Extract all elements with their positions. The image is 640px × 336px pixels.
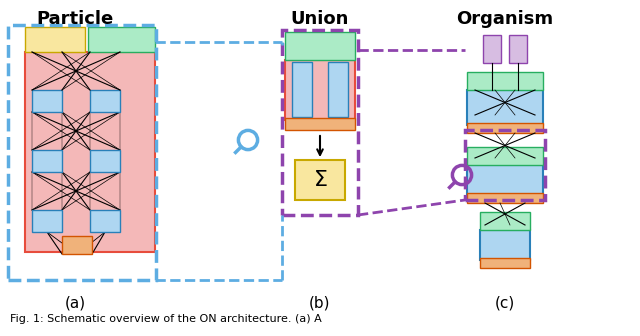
- Bar: [32, 150, 62, 172]
- Bar: [285, 32, 355, 60]
- Text: (b): (b): [309, 296, 331, 311]
- Bar: [467, 72, 543, 90]
- Bar: [62, 236, 92, 254]
- Bar: [88, 27, 155, 52]
- Bar: [480, 212, 530, 230]
- Bar: [90, 210, 120, 232]
- Bar: [480, 258, 530, 268]
- Bar: [483, 35, 501, 63]
- Bar: [467, 123, 543, 133]
- Bar: [292, 62, 312, 117]
- Bar: [467, 147, 543, 165]
- Bar: [285, 60, 355, 120]
- Bar: [467, 193, 543, 203]
- Bar: [467, 165, 543, 195]
- Text: $\Sigma$: $\Sigma$: [313, 170, 327, 190]
- Bar: [32, 90, 62, 112]
- Bar: [295, 160, 345, 200]
- Bar: [509, 35, 527, 63]
- Text: Particle: Particle: [36, 10, 114, 28]
- Bar: [285, 118, 355, 130]
- Text: (a): (a): [65, 296, 86, 311]
- Bar: [90, 150, 120, 172]
- Bar: [282, 30, 358, 215]
- Bar: [32, 210, 62, 232]
- Text: Fig. 1: Schematic overview of the ON architecture. (a) A: Fig. 1: Schematic overview of the ON arc…: [10, 314, 322, 324]
- Bar: [90, 90, 120, 112]
- Bar: [25, 52, 155, 252]
- Bar: [465, 130, 545, 200]
- Bar: [328, 62, 348, 117]
- Bar: [8, 25, 156, 280]
- Text: Union: Union: [291, 10, 349, 28]
- Text: Organism: Organism: [456, 10, 554, 28]
- Bar: [25, 27, 85, 52]
- Bar: [480, 230, 530, 260]
- Text: (c): (c): [495, 296, 515, 311]
- Bar: [467, 90, 543, 125]
